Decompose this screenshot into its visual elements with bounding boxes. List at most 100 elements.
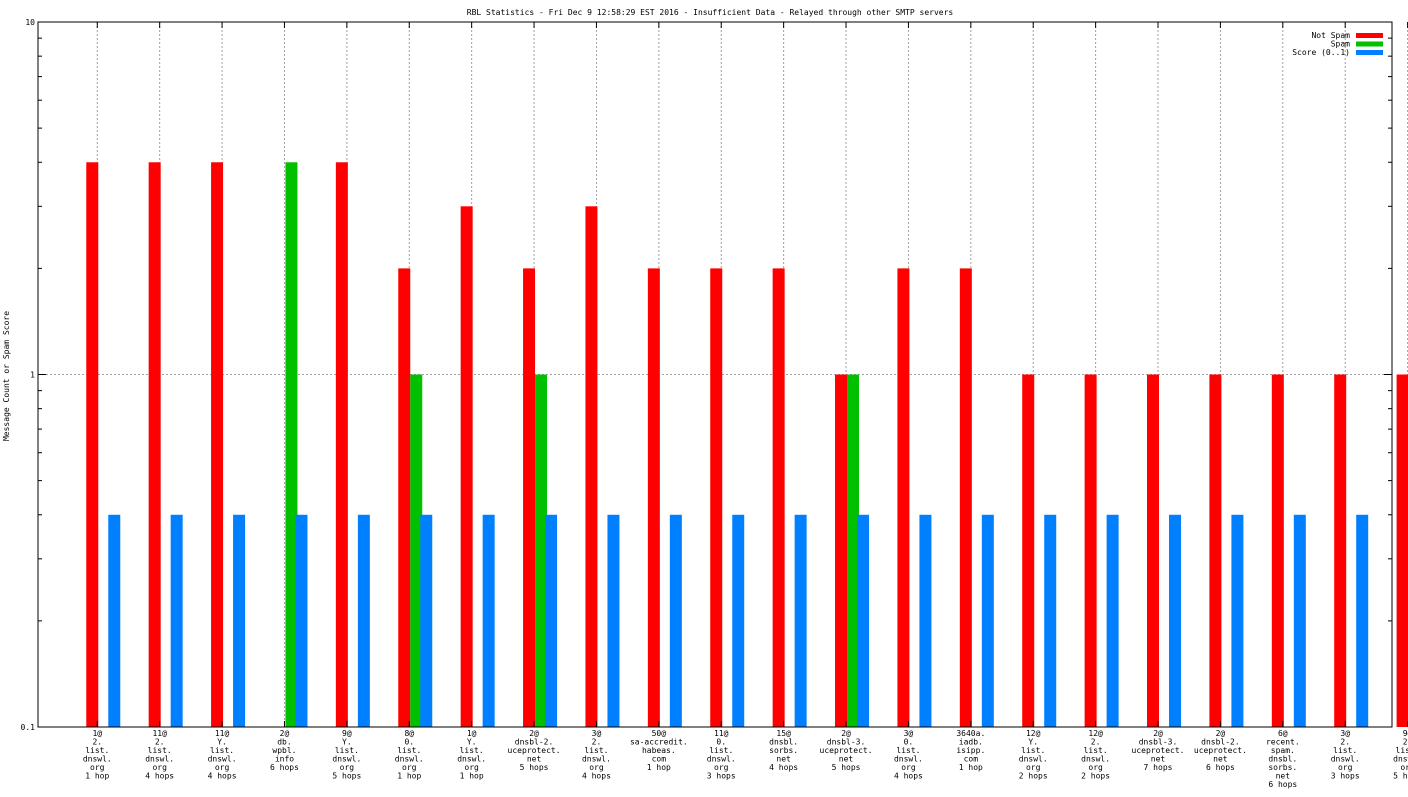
legend-swatch	[1356, 41, 1383, 47]
bar-not-spam	[211, 162, 224, 727]
bar-not-spam	[523, 268, 536, 727]
bar-not-spam	[1147, 374, 1160, 727]
x-tick-label-line: org	[1338, 763, 1353, 772]
bar-score-0-1	[607, 514, 620, 727]
x-tick-label: 12@ Y. list. dnswl. org 2 hops	[1019, 729, 1048, 781]
y-tick-label: 10	[25, 18, 35, 27]
x-tick-label-line: 7 hops	[1144, 763, 1173, 772]
x-tick-label-line: 0.	[904, 738, 914, 747]
x-tick-label-line: 11@	[152, 729, 167, 738]
bar-score-0-1	[545, 514, 558, 727]
bar-not-spam	[1209, 374, 1222, 727]
x-tick-label-line: 2@	[841, 729, 851, 738]
bar-not-spam	[1084, 374, 1097, 727]
x-tick-label-line: 2@	[1153, 729, 1163, 738]
x-tick-label-line: dnswl.	[457, 755, 486, 764]
x-tick-label-line: dnsbl-3.	[1139, 738, 1178, 747]
x-tick-label: 9@ Y. list. dnswl. org 5 hops	[332, 729, 361, 781]
x-tick-label-line: org	[901, 763, 916, 772]
x-tick-label-line: list.	[1333, 746, 1357, 755]
x-tick-label-line: 2 hops	[1081, 772, 1110, 781]
x-tick-label-line: 2.	[155, 738, 165, 747]
bar-score-0-1	[1293, 514, 1306, 727]
bar-score-0-1	[1106, 514, 1119, 727]
x-tick-label-line: dnsbl-2.	[515, 738, 554, 747]
x-tick-label-line: 3640a.	[956, 729, 985, 738]
x-tick-label-line: net	[1276, 772, 1291, 781]
bar-not-spam	[1334, 374, 1347, 727]
ticks-layer: 0.1 1 10	[21, 18, 1408, 732]
x-tick-label-line: dnswl.	[208, 755, 237, 764]
x-tick-label: 2@ db. wpbl. info 6 hops	[270, 729, 299, 772]
x-tick-label: 2@ dnsbl-3. uceprotect. net 5 hops	[820, 729, 873, 772]
x-tick-label-line: 11@	[215, 729, 230, 738]
bar-not-spam	[585, 206, 598, 727]
x-tick-label-line: 12@	[1026, 729, 1041, 738]
x-tick-label-line: com	[652, 755, 667, 764]
bar-spam	[535, 374, 548, 727]
x-tick-label-line: db.	[277, 738, 291, 747]
x-tick-label-line: 2 hops	[1019, 772, 1048, 781]
x-tick-label-line: dnswl.	[1081, 755, 1110, 764]
bar-not-spam	[148, 162, 161, 727]
bar-score-0-1	[981, 514, 994, 727]
bar-score-0-1	[1169, 514, 1182, 727]
x-tick-label-line: net	[776, 755, 791, 764]
x-tick-label-line: com	[964, 755, 979, 764]
x-tick-label-line: 2@	[280, 729, 290, 738]
chart-title: RBL Statistics - Fri Dec 9 12:58:29 EST …	[467, 8, 954, 17]
bar-score-0-1	[857, 514, 870, 727]
legend-swatch	[1356, 50, 1383, 55]
x-tick-label-line: 3@	[592, 729, 602, 738]
bar-score-0-1	[1231, 514, 1244, 727]
x-tick-label-line: uceprotect.	[1194, 746, 1247, 755]
x-tick-label-line: 6@	[1278, 729, 1288, 738]
x-tick-label-line: list.	[1021, 746, 1045, 755]
x-tick-label-line: 1 hop	[397, 772, 421, 781]
bar-score-0-1	[794, 514, 807, 727]
x-tick-label: 50@ sa-accredit. habeas. com 1 hop	[630, 729, 688, 772]
x-tick-label-line: org	[1026, 763, 1041, 772]
x-tick-label: 3@ 2. list. dnswl. org 4 hops	[582, 729, 611, 781]
bar-not-spam	[1022, 374, 1035, 727]
x-tick-label-line: list.	[896, 746, 920, 755]
x-tick-label-line: recent.	[1266, 738, 1300, 747]
x-tick-label: 2@ dnsbl-2. uceprotect. net 6 hops	[1194, 729, 1247, 772]
x-tick-label-line: 2.	[592, 738, 602, 747]
x-tick-label-line: net	[839, 755, 854, 764]
bar-score-0-1	[108, 514, 121, 727]
x-tick-label-line: 4 hops	[208, 772, 237, 781]
x-tick-label-line: 2@	[529, 729, 539, 738]
x-tick-label-line: 1 hop	[647, 763, 671, 772]
x-tick-label-line: org	[90, 763, 105, 772]
x-tick-label-line: 8@	[404, 729, 414, 738]
x-tick-label-line: sorbs.	[769, 746, 798, 755]
x-tick-label: 3640a. iadb. isipp. com 1 hop	[956, 729, 985, 772]
legend-swatch	[1356, 33, 1383, 38]
x-tick-label: 2@ dnsbl-2. uceprotect. net 5 hops	[508, 729, 561, 772]
bar-not-spam	[1271, 374, 1284, 727]
x-tick-label-line: habeas.	[642, 746, 676, 755]
x-tick-label-line: dnswl.	[1331, 755, 1360, 764]
x-tick-label-line: list.	[584, 746, 608, 755]
x-tick-label-line: dnswl.	[582, 755, 611, 764]
legend-label: Not Spam	[1311, 31, 1350, 40]
bar-score-0-1	[295, 514, 308, 727]
x-tick-label-line: 0.	[716, 738, 726, 747]
x-tick-label: 12@ 2. list. dnswl. org 2 hops	[1081, 729, 1110, 781]
bar-not-spam	[710, 268, 723, 727]
x-tick-label-line: 12@	[1088, 729, 1103, 738]
bar-score-0-1	[233, 514, 246, 727]
x-tick-label-line: dnswl.	[145, 755, 174, 764]
x-tick-label-line: 6 hops	[270, 763, 299, 772]
x-tick-label-line: list.	[148, 746, 172, 755]
y-axis-label: Message Count or Spam Score	[2, 311, 11, 441]
bar-score-0-1	[170, 514, 183, 727]
bar-score-0-1	[357, 514, 370, 727]
x-tick-label-line: dnswl.	[83, 755, 112, 764]
bar-score-0-1	[732, 514, 745, 727]
x-tick-label: 3@ 2. list. dnswl. org 3 hops	[1331, 729, 1360, 781]
x-tick-label-line: isipp.	[956, 746, 985, 755]
